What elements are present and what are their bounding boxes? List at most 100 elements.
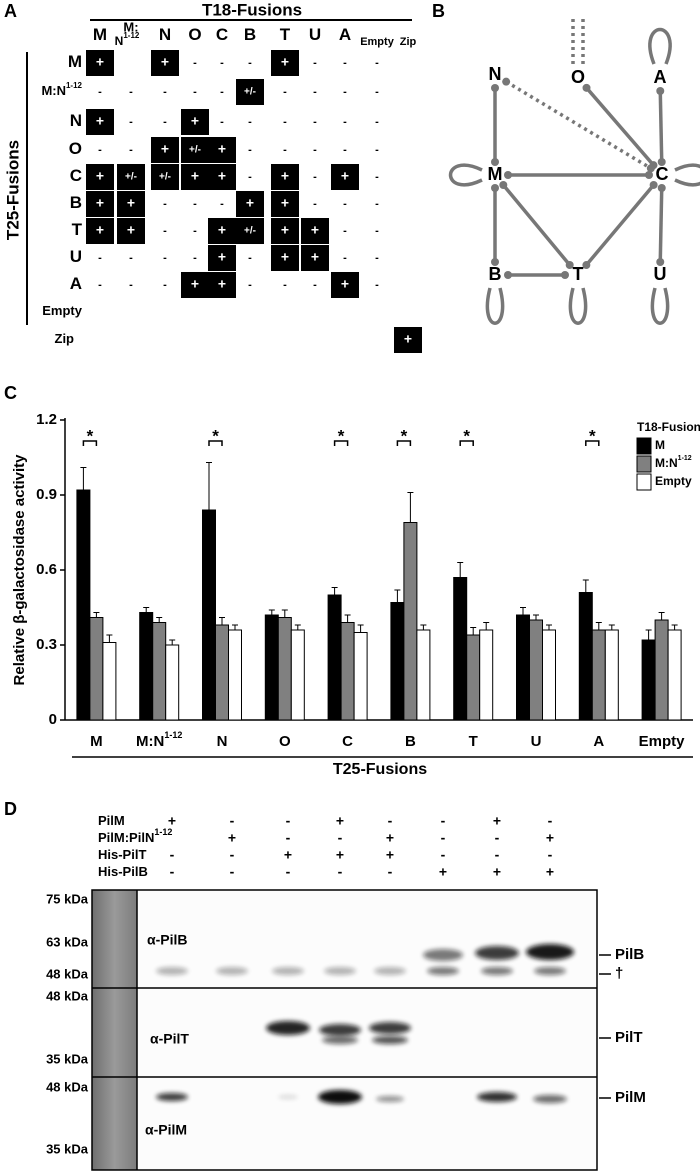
lane-symbol: - xyxy=(388,813,393,829)
positive-cell xyxy=(86,109,114,135)
lane-symbol: - xyxy=(441,847,446,863)
cell-dash: - xyxy=(375,57,379,69)
cell-dash: - xyxy=(313,86,317,98)
cell-dash: - xyxy=(375,198,379,210)
cell-dash: - xyxy=(193,225,197,237)
x-tick-label-text: N xyxy=(217,733,228,750)
lane-symbol: - xyxy=(548,847,553,863)
lane-symbol: - xyxy=(170,864,175,880)
cell-symbol: + xyxy=(281,168,289,184)
panel-label: A xyxy=(4,1,17,21)
legend-label-text: M:N xyxy=(655,456,678,470)
error-bar xyxy=(80,467,87,490)
blot-band xyxy=(318,1090,362,1104)
marker-label: 63 kDa xyxy=(46,934,89,949)
cell-dash: - xyxy=(98,252,102,264)
cell-dash: - xyxy=(248,171,252,183)
edge-end xyxy=(656,86,665,95)
marker-label: 48 kDa xyxy=(46,966,89,981)
blot-band xyxy=(272,967,304,975)
row-label: T xyxy=(72,220,83,239)
error-bar xyxy=(420,624,427,630)
condition-label-text: PilM:PilN xyxy=(98,830,154,845)
positive-cell xyxy=(236,218,264,244)
blot-band xyxy=(534,967,566,975)
bar xyxy=(641,639,656,721)
x-tick-label-text: U xyxy=(531,733,542,750)
cell-dash: - xyxy=(375,279,379,291)
bar xyxy=(327,594,342,721)
positive-cell xyxy=(151,50,179,76)
cell-dash: - xyxy=(98,144,102,156)
row-label: Empty xyxy=(42,303,83,318)
positive-cell xyxy=(208,137,236,163)
edge-end xyxy=(499,181,508,190)
row-label-sup: 1-12 xyxy=(66,81,83,90)
significance-bracket xyxy=(82,440,98,446)
cell-dash: - xyxy=(193,57,197,69)
node-label: N xyxy=(489,64,502,84)
significance-mark: * xyxy=(212,426,219,445)
blot-band xyxy=(216,967,248,975)
y-tick-label: 0.9 xyxy=(36,486,57,503)
lane-symbol: + xyxy=(546,830,554,846)
bar xyxy=(89,617,104,721)
dotted-edge xyxy=(571,18,585,64)
significance-bracket xyxy=(459,440,474,446)
bar xyxy=(516,614,530,721)
column-label-text: M xyxy=(93,25,107,44)
node-label: U xyxy=(654,264,667,284)
blot-band xyxy=(376,1096,404,1102)
positive-cell xyxy=(208,164,236,190)
x-tick-label-text: M:N xyxy=(136,733,164,750)
lane-symbol: - xyxy=(441,813,446,829)
cell-dash: - xyxy=(283,86,287,98)
edge-end xyxy=(491,184,499,192)
cell-symbol: + xyxy=(281,222,289,238)
cell-symbol: + xyxy=(218,222,226,238)
x-tick-label: T xyxy=(469,733,478,750)
legend-swatch xyxy=(636,455,652,473)
lane-symbol: + xyxy=(168,813,176,829)
edge-end xyxy=(504,271,512,279)
blot-band xyxy=(526,944,574,960)
x-tick-label-sup: 1-12 xyxy=(164,730,182,740)
self-loop xyxy=(568,287,588,325)
significance-bracket xyxy=(585,440,600,446)
lane-symbol: + xyxy=(336,813,344,829)
column-label-text: C xyxy=(216,25,228,44)
y-tick-label: 1.2 xyxy=(36,411,57,428)
positive-cell xyxy=(271,191,299,217)
x-tick-label: U xyxy=(531,733,542,750)
x-tick-label-text: T xyxy=(469,733,478,750)
x-tick-label-text: C xyxy=(342,733,353,750)
panel-label: C xyxy=(4,383,17,403)
column-label: T xyxy=(280,25,291,44)
y-tick-label: 0.6 xyxy=(36,561,57,578)
cell-dash: - xyxy=(375,86,379,98)
x-tick-label: O xyxy=(279,733,291,750)
positive-cell xyxy=(151,164,179,190)
cell-dash: - xyxy=(129,116,133,128)
network-edge xyxy=(501,183,572,267)
self-loop xyxy=(485,287,505,325)
network-edge xyxy=(658,187,664,263)
x-tick-label-text: O xyxy=(279,733,291,750)
lane-symbol: - xyxy=(338,830,343,846)
row-label: M:N1-12 xyxy=(41,81,82,98)
cell-symbol: + xyxy=(281,249,289,265)
cell-symbol: + xyxy=(341,276,349,292)
bar xyxy=(139,612,154,721)
column-label: A xyxy=(339,25,351,44)
bar xyxy=(654,619,669,721)
row-label-text: U xyxy=(70,247,82,266)
positive-cell xyxy=(117,218,145,244)
row-label-text: T xyxy=(72,220,83,239)
marker-label: 35 kDa xyxy=(46,1051,89,1066)
positive-cell xyxy=(86,50,114,76)
cell-dash: - xyxy=(343,144,347,156)
edge-end xyxy=(491,258,499,266)
positive-cell xyxy=(208,218,236,244)
error-bar xyxy=(169,639,176,645)
legend-label-text: M xyxy=(655,438,665,452)
